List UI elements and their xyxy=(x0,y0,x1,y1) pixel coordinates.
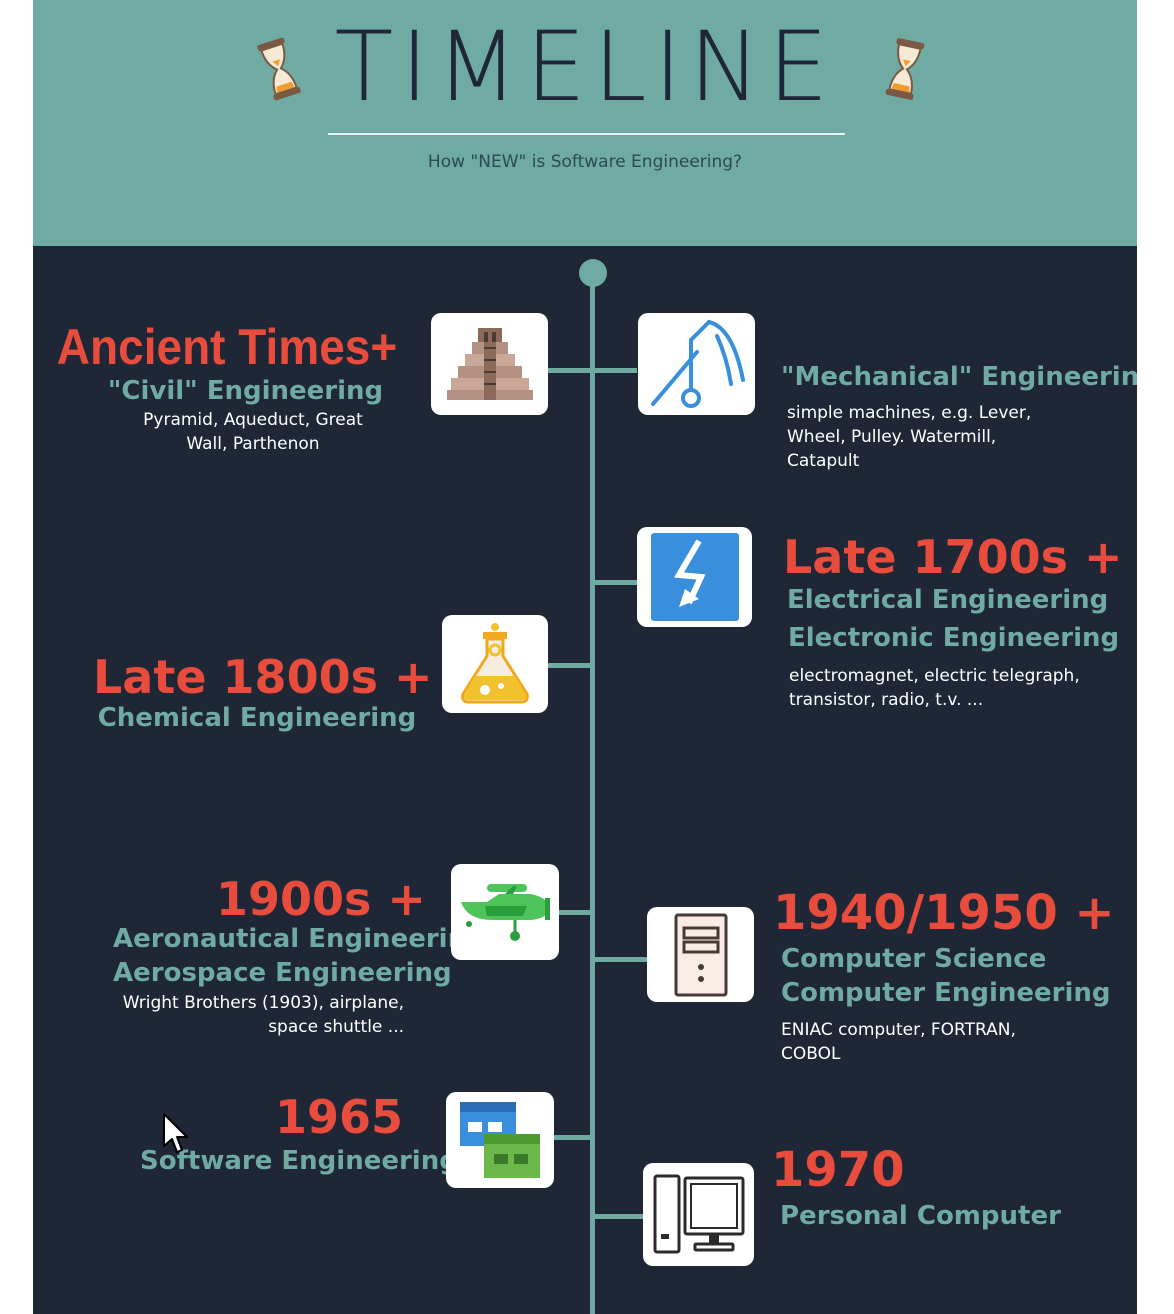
pyramid-icon xyxy=(446,328,533,400)
timeline-connector xyxy=(552,1135,593,1140)
desktop-computer-icon-tile xyxy=(643,1163,754,1266)
catapult-icon xyxy=(650,320,745,408)
era-late-1700s: Late 1700s + xyxy=(783,530,1123,584)
era-ancient-times: Ancient Times+ xyxy=(56,319,398,375)
airplane-icon-tile xyxy=(451,864,559,960)
airplane-icon xyxy=(461,884,550,941)
timeline-connector xyxy=(547,663,593,668)
timeline-connector xyxy=(593,580,637,585)
timeline-line xyxy=(590,272,595,1314)
detail-computer: ENIAC computer, FORTRAN, COBOL xyxy=(781,1020,1016,1064)
detail-electrical: electromagnet, electric telegraph, trans… xyxy=(789,666,1080,710)
page-subtitle: How "NEW" is Software Engineering? xyxy=(427,152,743,172)
page-title: TIMELINE xyxy=(334,11,836,123)
era-late-1800s: Late 1800s + xyxy=(93,650,433,704)
header-banner: TIMELINE How "NEW" is Software Engineeri… xyxy=(33,0,1137,246)
lightning-icon-tile xyxy=(637,527,752,627)
app-windows-icon xyxy=(460,1102,540,1178)
field-computer-science: Computer Science xyxy=(781,944,1047,974)
timeline-start-dot xyxy=(579,259,607,287)
field-aeronautical: Aeronautical Engineering xyxy=(113,924,485,954)
field-electrical: Electrical Engineering xyxy=(787,585,1109,615)
era-1970: 1970 xyxy=(771,1142,905,1198)
field-computer-engineering: Computer Engineering xyxy=(781,978,1111,1008)
field-chemical: Chemical Engineering xyxy=(97,703,417,733)
field-civil: "Civil" Engineering xyxy=(107,376,384,406)
era-1900s: 1900s + xyxy=(216,872,426,926)
field-electronic: Electronic Engineering xyxy=(788,623,1120,653)
flask-icon-tile xyxy=(442,615,548,713)
timeline-connector xyxy=(593,1214,643,1219)
mouse-pointer-icon xyxy=(163,1113,188,1153)
app-windows-icon-tile xyxy=(446,1092,554,1188)
era-1940-1950: 1940/1950 + xyxy=(773,885,1115,941)
computer-tower-icon xyxy=(674,913,727,996)
field-software: Software Engineering xyxy=(140,1146,458,1176)
detail-aeronautical: Wright Brothers (1903), airplane, space … xyxy=(122,993,404,1037)
detail-mechanical: simple machines, e.g. Lever, Wheel, Pull… xyxy=(787,403,1032,471)
computer-tower-icon-tile xyxy=(647,907,754,1002)
desktop-computer-icon xyxy=(653,1174,744,1253)
field-personal-computer: Personal Computer xyxy=(780,1201,1061,1231)
pyramid-icon-tile xyxy=(431,313,548,415)
era-1965: 1965 xyxy=(275,1090,404,1144)
timeline-connector xyxy=(593,957,647,962)
lightning-icon xyxy=(650,533,739,621)
title-divider xyxy=(328,133,845,135)
hourglass-icon xyxy=(257,37,301,101)
infographic: TIMELINE How "NEW" is Software Engineeri… xyxy=(33,0,1137,1314)
flask-icon xyxy=(461,623,529,704)
field-mechanical: "Mechanical" Engineering xyxy=(781,362,1137,392)
field-aerospace: Aerospace Engineering xyxy=(113,958,452,988)
timeline-connector xyxy=(547,368,637,373)
catapult-icon-tile xyxy=(638,313,755,415)
detail-civil: Pyramid, Aqueduct, Great Wall, Parthenon xyxy=(143,410,363,454)
hourglass-icon xyxy=(885,38,925,100)
timeline-connector xyxy=(557,910,593,915)
